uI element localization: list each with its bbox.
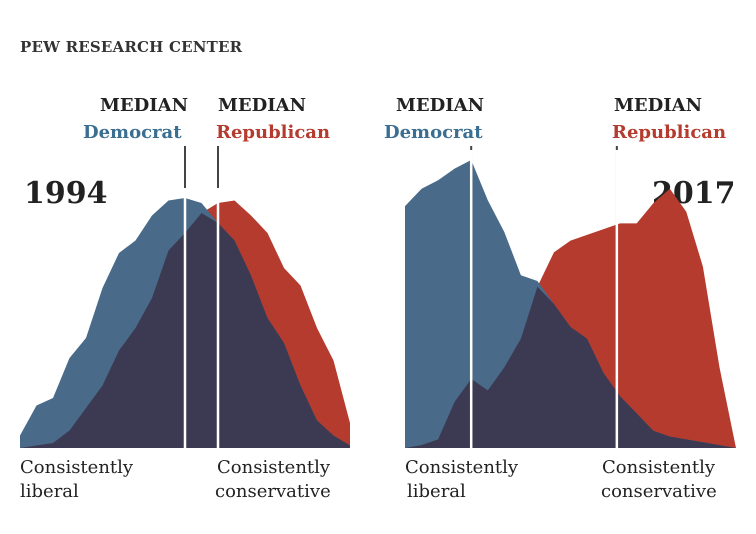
liberal-label-1994-line2: liberal [20, 481, 79, 502]
year-label-1994: 1994 [24, 176, 108, 211]
area-republican-2017 [405, 188, 736, 449]
median-label-democrat-2017: MEDIAN [396, 95, 484, 116]
liberal-label-1994-line1: Consistently [20, 457, 134, 478]
conservative-label-1994-line1: Consistently [217, 457, 331, 478]
republican-label-2017: Republican [612, 122, 726, 143]
median-label-republican-2017: MEDIAN [614, 95, 702, 116]
area-democrat-2017 [405, 160, 736, 448]
liberal-label-2017-line2: liberal [407, 481, 466, 502]
conservative-label-2017-line2: conservative [601, 481, 717, 502]
conservative-label-1994-line2: conservative [215, 481, 331, 502]
democrat-label-2017: Democrat [384, 122, 483, 143]
democrat-label-1994: Democrat [83, 122, 182, 143]
median-label-democrat-1994: MEDIAN [100, 95, 188, 116]
area-overlap-2017 [405, 286, 736, 448]
source-label: PEW RESEARCH CENTER [20, 38, 243, 56]
conservative-label-2017-line1: Consistently [602, 457, 716, 478]
median-label-republican-1994: MEDIAN [218, 95, 306, 116]
liberal-label-2017-line1: Consistently [405, 457, 519, 478]
plot-panel-1994 [20, 146, 350, 448]
plot-panel-2017 [405, 146, 736, 449]
republican-label-1994: Republican [216, 122, 330, 143]
